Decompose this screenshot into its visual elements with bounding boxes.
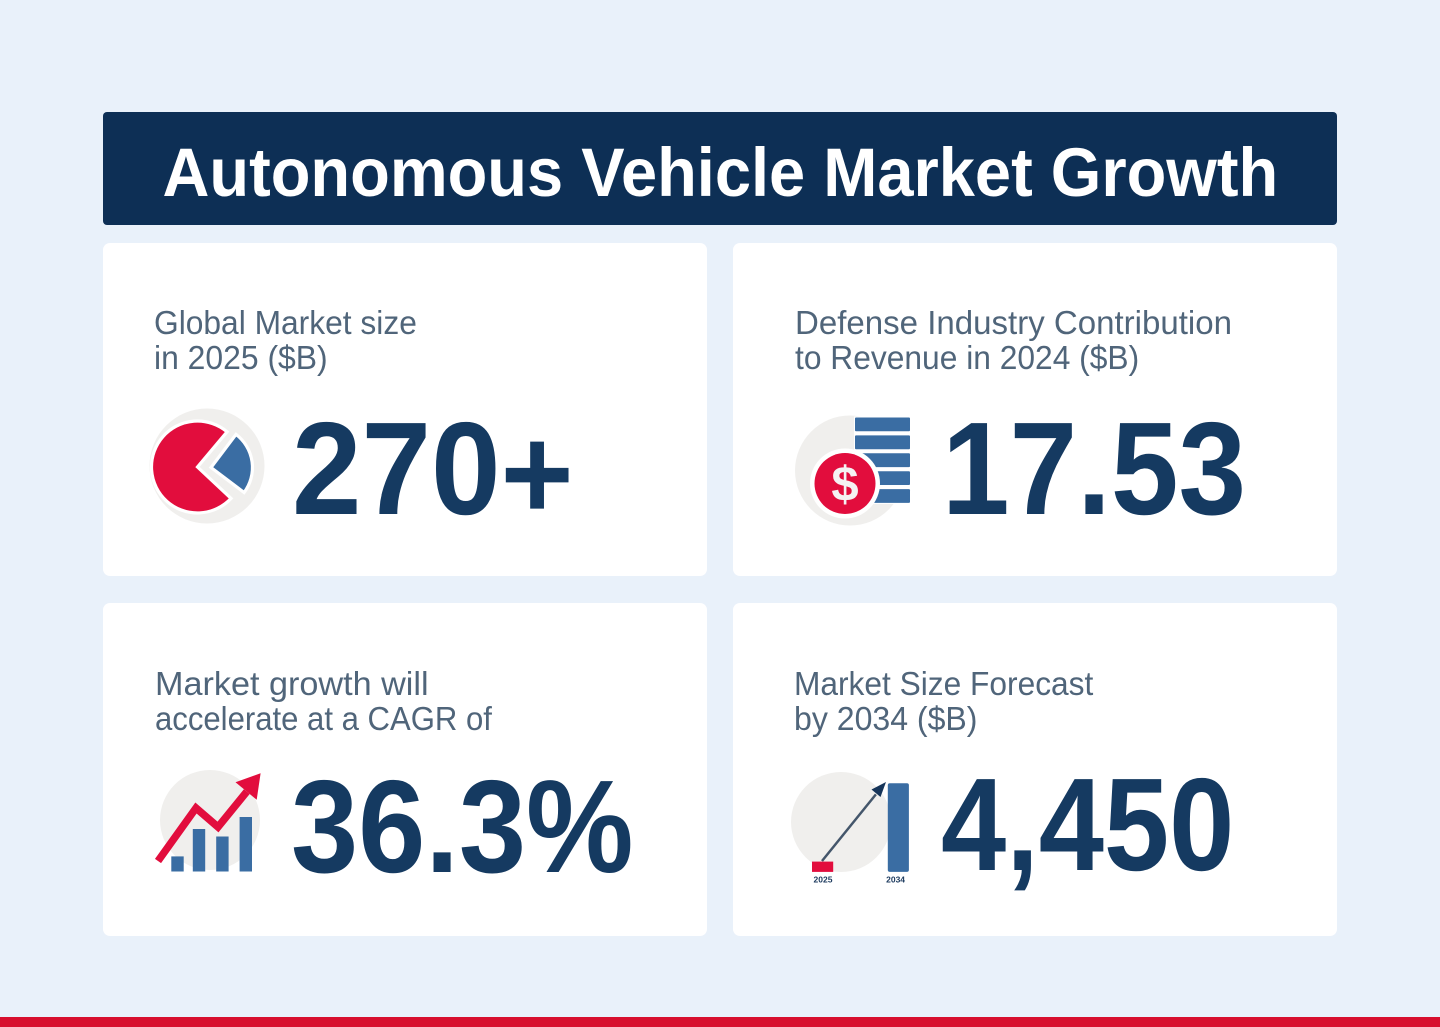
svg-text:2034: 2034 xyxy=(886,875,905,885)
svg-text:2025: 2025 xyxy=(814,875,833,885)
svg-text:$: $ xyxy=(831,458,858,512)
